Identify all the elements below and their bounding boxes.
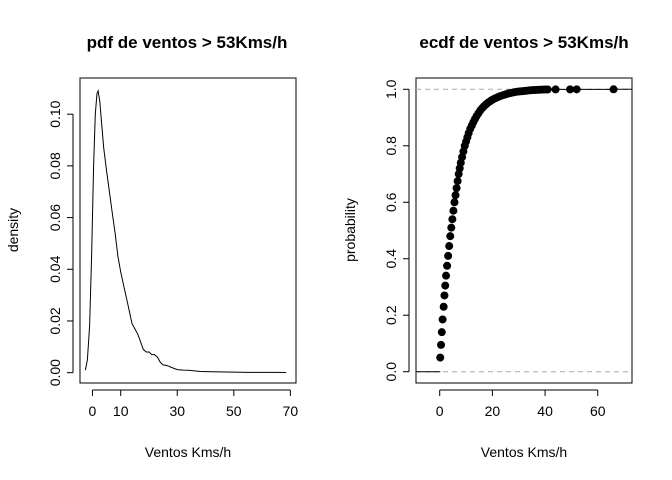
pdf-y-tick-label: 0.10 [47,100,63,127]
pdf-x-tick-label: 50 [226,403,242,419]
ecdf-point [449,206,458,215]
ecdf-y-tick-label: 1.0 [383,79,399,99]
ecdf-point [437,340,446,349]
ecdf-x-axis: 0 20 40 60 [436,389,606,419]
ecdf-point [453,177,462,186]
ecdf-point [566,85,575,94]
pdf-panel: pdf de ventos > 53Kms/h 0 10 30 50 70 0.000.… [5,33,298,460]
ecdf-x-tick-label: 60 [590,403,606,419]
pdf-chart-title: pdf de ventos > 53Kms/h [87,33,288,52]
ecdf-point [543,85,552,94]
pdf-x-tick-label: 70 [283,403,299,419]
ecdf-point [450,198,459,207]
ecdf-y-tick-label: 0.8 [383,136,399,156]
ecdf-point [436,353,445,362]
ecdf-y-axis: 0.0 0.2 0.4 0.6 0.8 1.0 [383,79,410,382]
ecdf-x-tick-label: 20 [485,403,501,419]
pdf-x-axis-label: Ventos Kms/h [145,444,231,460]
ecdf-point [452,184,461,193]
pdf-y-tick-label: 0.06 [47,204,63,231]
ecdf-point [438,315,447,324]
ecdf-panel: ecdf de ventos > 53Kms/h 0 20 40 60 0.00.20… [342,33,633,460]
ecdf-point [440,291,449,300]
pdf-plot-frame [79,77,297,384]
ecdf-point [441,281,450,290]
pdf-x-tick-label: 30 [169,403,185,419]
pdf-y-tick-label: 0.00 [47,359,63,386]
pdf-y-tick-label: 0.08 [47,152,63,179]
ecdf-point [447,223,456,232]
pdf-density-line [84,89,287,373]
ecdf-point [443,261,452,270]
pdf-x-tick-label: 0 [89,403,97,419]
ecdf-plot-frame [415,77,633,384]
pdf-y-tick-label: 0.02 [47,307,63,334]
ecdf-point [446,232,455,241]
pdf-x-tick-label: 10 [113,403,129,419]
ecdf-point [442,271,451,280]
ecdf-point [445,242,454,251]
ecdf-x-tick-label: 40 [537,403,553,419]
ecdf-chart-title: ecdf de ventos > 53Kms/h [419,33,628,52]
ecdf-reference-lines [416,88,632,373]
ecdf-point [444,251,453,260]
ecdf-point [551,85,560,94]
ecdf-y-tick-label: 0.0 [383,362,399,382]
ecdf-y-tick-label: 0.2 [383,305,399,325]
pdf-y-axis-label: density [5,208,21,252]
ecdf-point [439,302,448,311]
ecdf-y-axis-label: probability [342,198,358,262]
pdf-y-axis: 0.00 0.02 0.04 0.06 0.08 0.10 [47,100,74,386]
ecdf-point [572,85,581,94]
pdf-x-axis: 0 10 30 50 70 [89,389,299,419]
ecdf-x-axis-label: Ventos Kms/h [481,444,567,460]
ecdf-point [451,191,460,200]
ecdf-y-tick-label: 0.4 [383,249,399,269]
ecdf-points [436,85,632,362]
ecdf-y-tick-label: 0.6 [383,192,399,212]
ecdf-point [437,328,446,337]
ecdf-point [448,215,457,224]
ecdf-x-tick-label: 0 [436,403,444,419]
ecdf-point [609,85,618,94]
pdf-y-tick-label: 0.04 [47,255,63,282]
